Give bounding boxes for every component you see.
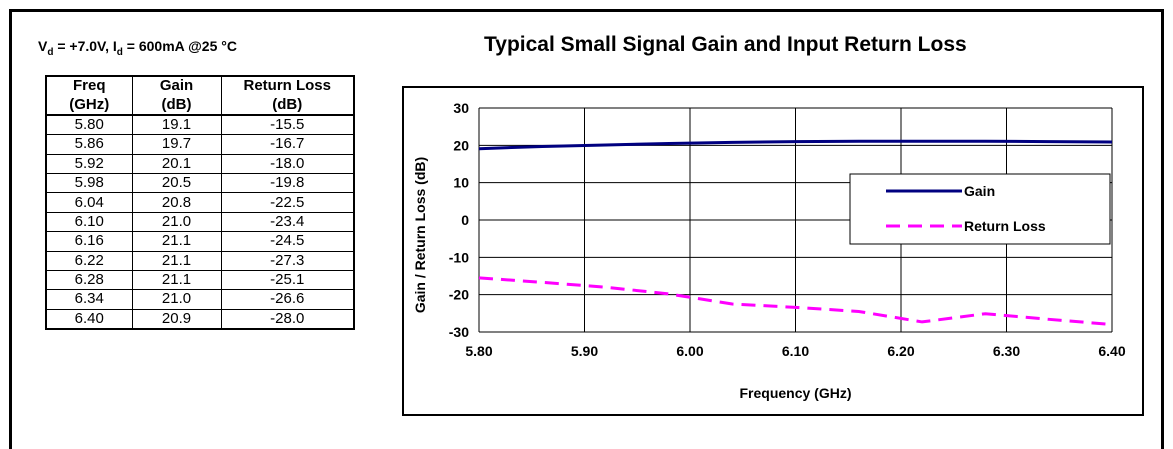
table-cell: 21.0 bbox=[131, 211, 222, 233]
v-label: V bbox=[38, 38, 48, 54]
v-subscript: d bbox=[47, 47, 54, 58]
table-cell: -25.1 bbox=[220, 269, 355, 291]
legend-label: Return Loss bbox=[964, 218, 1046, 234]
table-header-row: (GHz) (dB) (dB) bbox=[45, 95, 355, 116]
x-tick-label: 6.40 bbox=[1098, 343, 1125, 359]
table-cell: 6.40 bbox=[45, 308, 133, 330]
table-cell: -15.5 bbox=[220, 114, 355, 136]
table-cell: -23.4 bbox=[220, 211, 355, 233]
y-tick-label: -30 bbox=[449, 324, 469, 340]
table-cell: -16.7 bbox=[220, 134, 355, 155]
y-tick-label: -10 bbox=[449, 249, 469, 265]
table-cell: 6.22 bbox=[45, 250, 133, 271]
table-cell: 5.92 bbox=[45, 153, 133, 174]
bias-conditions: Vd = +7.0V, Id = 600mA @25 °C bbox=[38, 38, 350, 58]
table-header-cell: (dB) bbox=[220, 95, 355, 116]
table-row: 6.34 21.0 -26.6 bbox=[45, 289, 355, 310]
table-row: 5.92 20.1 -18.0 bbox=[45, 153, 355, 174]
legend bbox=[849, 173, 1111, 245]
table-cell: 5.98 bbox=[45, 172, 133, 194]
i-subscript: d bbox=[116, 47, 123, 58]
table-cell: 20.8 bbox=[131, 192, 222, 213]
table-cell: 20.1 bbox=[131, 153, 222, 174]
table-row: 6.22 21.1 -27.3 bbox=[45, 250, 355, 271]
x-tick-label: 6.00 bbox=[676, 343, 703, 359]
table-header-cell: Gain bbox=[131, 75, 222, 96]
table-cell: -26.6 bbox=[220, 289, 355, 310]
table-cell: 19.7 bbox=[131, 134, 222, 155]
line-chart: 5.80 5.90 6.00 6.10 6.20 6.30 6.40 30 20 10 0 -10 -2… bbox=[412, 100, 1126, 401]
table-cell: 21.1 bbox=[131, 250, 222, 271]
table-cell: 19.1 bbox=[131, 114, 222, 136]
y-tick-label: -20 bbox=[449, 287, 469, 303]
table-row: 6.16 21.1 -24.5 bbox=[45, 231, 355, 252]
table-cell: -19.8 bbox=[220, 172, 355, 194]
table-cell: 20.9 bbox=[131, 308, 222, 330]
data-table: Freq Gain Return Loss (GHz) (dB) (dB) 5.80 19.… bbox=[45, 75, 355, 331]
table-cell: 21.0 bbox=[131, 289, 222, 310]
table-header-cell: (dB) bbox=[131, 95, 222, 116]
table-row: 5.98 20.5 -19.8 bbox=[45, 172, 355, 194]
table-row: 5.86 19.7 -16.7 bbox=[45, 134, 355, 155]
y-tick-label: 20 bbox=[453, 137, 469, 153]
table-cell: 6.04 bbox=[45, 192, 133, 213]
table-cell: 6.10 bbox=[45, 211, 133, 233]
table-cell: 20.5 bbox=[131, 172, 222, 194]
table-cell: -27.3 bbox=[220, 250, 355, 271]
table-row: 5.80 19.1 -15.5 bbox=[45, 114, 355, 136]
table-header-cell: Freq bbox=[45, 75, 133, 96]
table-row: 6.10 21.0 -23.4 bbox=[45, 211, 355, 233]
table-cell: -22.5 bbox=[220, 192, 355, 213]
table-cell: 5.86 bbox=[45, 134, 133, 155]
datasheet-frame bbox=[9, 9, 1164, 449]
table-cell: 6.28 bbox=[45, 269, 133, 291]
x-axis-label: Frequency (GHz) bbox=[739, 385, 851, 401]
v-value: = +7.0V, I bbox=[53, 38, 117, 54]
x-tick-label: 6.10 bbox=[782, 343, 809, 359]
i-value: = 600mA @25 °C bbox=[122, 38, 237, 54]
x-tick-label: 6.20 bbox=[887, 343, 914, 359]
table-cell: -28.0 bbox=[220, 308, 355, 330]
table-cell: 21.1 bbox=[131, 231, 222, 252]
table-header-row: Freq Gain Return Loss bbox=[45, 75, 355, 96]
legend-label: Gain bbox=[964, 183, 995, 199]
y-tick-label: 10 bbox=[453, 175, 469, 191]
table-cell: 6.16 bbox=[45, 231, 133, 252]
table-header-cell: (GHz) bbox=[45, 95, 133, 116]
table-row: 6.04 20.8 -22.5 bbox=[45, 192, 355, 213]
chart-area: 5.80 5.90 6.00 6.10 6.20 6.30 6.40 30 20 10 0 -10 -2… bbox=[402, 86, 1144, 416]
table-cell: 6.34 bbox=[45, 289, 133, 310]
table-cell: -24.5 bbox=[220, 231, 355, 252]
y-axis-label: Gain / Return Loss (dB) bbox=[412, 157, 428, 313]
chart-title: Typical Small Signal Gain and Input Retu… bbox=[484, 33, 967, 56]
y-tick-label: 30 bbox=[453, 100, 469, 116]
x-tick-label: 5.80 bbox=[465, 343, 492, 359]
x-tick-label: 6.30 bbox=[993, 343, 1020, 359]
y-tick-label: 0 bbox=[461, 212, 469, 228]
series-line-gain bbox=[478, 139, 1113, 151]
table-cell: 21.1 bbox=[131, 269, 222, 291]
table-cell: -18.0 bbox=[220, 153, 355, 174]
table-header-cell: Return Loss bbox=[220, 75, 355, 96]
x-tick-label: 5.90 bbox=[571, 343, 598, 359]
table-row: 6.28 21.1 -25.1 bbox=[45, 269, 355, 291]
series-line-return-loss bbox=[478, 276, 1113, 327]
table-row: 6.40 20.9 -28.0 bbox=[45, 308, 355, 330]
table-cell: 5.80 bbox=[45, 114, 133, 136]
